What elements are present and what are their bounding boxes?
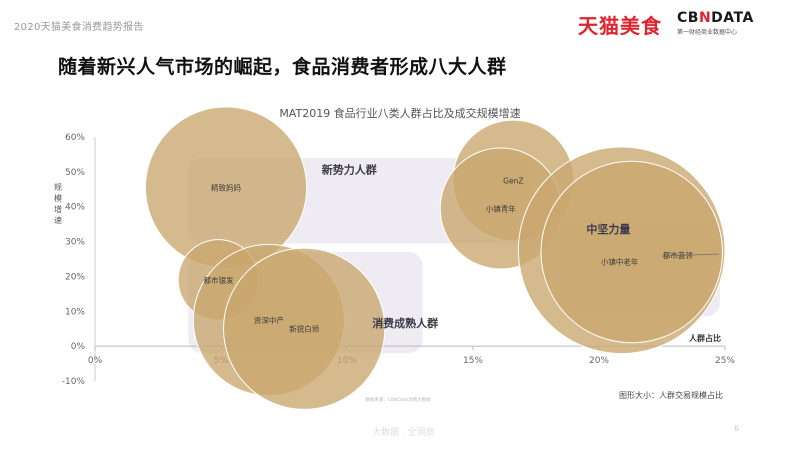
y-tick-label: 40%: [65, 203, 85, 213]
tmall-food-logo: 天猫美食: [578, 14, 662, 38]
y-tick-label: 30%: [65, 238, 85, 248]
group-label: 中坚力量: [586, 222, 630, 236]
report-title: 2020天猫美食消费趋势报告: [14, 22, 144, 33]
x-tick-label: 20%: [589, 356, 609, 366]
x-axis-label: 人群占比: [689, 333, 721, 343]
y-axis-label-char: 速: [54, 216, 62, 225]
x-tick-label: 0%: [88, 356, 103, 366]
y-tick-label: 50%: [65, 168, 85, 178]
cbndata-logo-x: N: [698, 10, 712, 26]
group-label: 消费成熟人群: [372, 316, 438, 330]
bubble-label: 精致妈妈: [211, 183, 241, 193]
y-tick-label: 20%: [65, 272, 85, 282]
cbndata-logo: CBNDATA 第一财经商业数据中心: [677, 10, 754, 36]
bubble-label: 都市银发: [203, 275, 233, 285]
bubble-label: GenZ: [503, 177, 523, 186]
x-tick-label: 25%: [715, 356, 735, 366]
chart-title: MAT2019 食品行业八类人群占比及成交规模增速: [279, 106, 520, 120]
bubble-leader-line: [661, 253, 719, 257]
y-tick-label: 10%: [65, 307, 85, 317]
group-label: 新势力人群: [322, 163, 377, 177]
bubble-label: 新锐白领: [289, 324, 319, 334]
cbndata-logo-left: CB: [677, 10, 699, 26]
y-axis-label-char: 增: [54, 204, 62, 214]
y-tick-label: -10%: [62, 377, 86, 387]
y-axis-label-char: 规: [54, 182, 62, 192]
bubble-label: 小镇中老年: [601, 256, 639, 266]
y-axis-label-char: 模: [54, 193, 62, 203]
bubble-point: [223, 247, 386, 410]
bubble-size-note: 图形大小：人群交易规模占比: [619, 390, 723, 400]
cbndata-logo-subtitle: 第一财经商业数据中心: [677, 29, 738, 36]
y-tick-label: 0%: [71, 342, 86, 352]
page-number: 6: [734, 424, 740, 433]
watermark: 大数据 · 全洞察: [372, 428, 435, 438]
y-tick-label: 60%: [65, 133, 85, 143]
page-headline: 随着新兴人气市场的崛起，食品消费者形成八大人群: [58, 56, 507, 78]
bubble-label: 小镇青年: [486, 203, 516, 213]
x-tick-label: 15%: [463, 356, 483, 366]
bubble-point: [540, 160, 723, 344]
source-note: 数据来源：CBNData消费大数据: [365, 396, 431, 403]
bubble-label: 资深中产: [254, 315, 284, 325]
bubble-label: 都市蓝领: [663, 250, 693, 260]
cbndata-logo-right: DATA: [711, 10, 754, 26]
